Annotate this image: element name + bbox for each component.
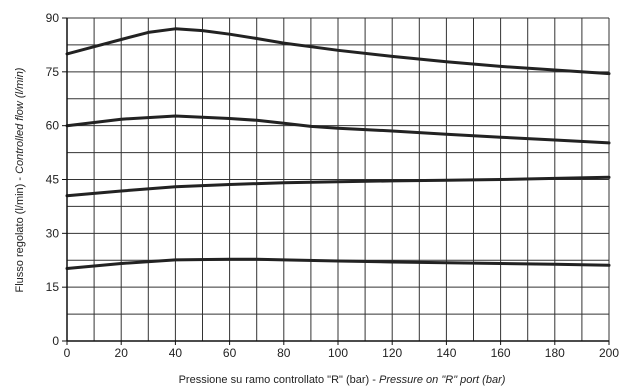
y-tick-label: 90 — [46, 11, 60, 25]
x-tick-label: 0 — [64, 346, 71, 360]
series-line-4 — [65, 257, 611, 270]
x-tick-label: 80 — [277, 346, 291, 360]
x-tick-label: 180 — [545, 346, 565, 360]
tick-labels: 0 20 40 60 80 100 120 140 160 180 200 0 15 30 45 60 75 90 — [46, 11, 620, 360]
y-tick-label: 30 — [46, 226, 60, 240]
x-axis-title: Pressione su ramo controllato "R" (bar) … — [179, 374, 506, 386]
x-tick-label: 160 — [491, 346, 511, 360]
x-axis-title-main: Pressione su ramo controllato "R" (bar) … — [179, 374, 379, 386]
y-tick-label: 15 — [46, 280, 60, 294]
series-line-1 — [65, 27, 611, 76]
x-tick-label: 40 — [169, 346, 183, 360]
y-axis-title: Flusso regolato (l/min) - Controlled flo… — [14, 67, 26, 292]
y-axis-title-main: Flusso regolato (l/min) - — [14, 174, 26, 293]
series-lines — [65, 27, 611, 270]
y-tick-label: 75 — [46, 65, 60, 79]
x-tick-label: 100 — [328, 346, 348, 360]
x-tick-label: 200 — [599, 346, 619, 360]
x-axis-title-italic: Pressure on "R" port (bar) — [379, 374, 506, 386]
x-tick-label: 60 — [223, 346, 237, 360]
y-tick-label: 45 — [46, 173, 60, 187]
x-tick-label: 120 — [382, 346, 402, 360]
x-tick-label: 140 — [436, 346, 456, 360]
axes — [62, 17, 610, 345]
y-axis-title-italic: Controlled flow (l/min) — [14, 67, 26, 174]
y-tick-label: 60 — [46, 119, 60, 133]
series-line-2 — [65, 114, 611, 145]
x-tick-label: 20 — [115, 346, 129, 360]
y-tick-label: 0 — [52, 334, 59, 348]
series-line-3 — [65, 175, 611, 198]
